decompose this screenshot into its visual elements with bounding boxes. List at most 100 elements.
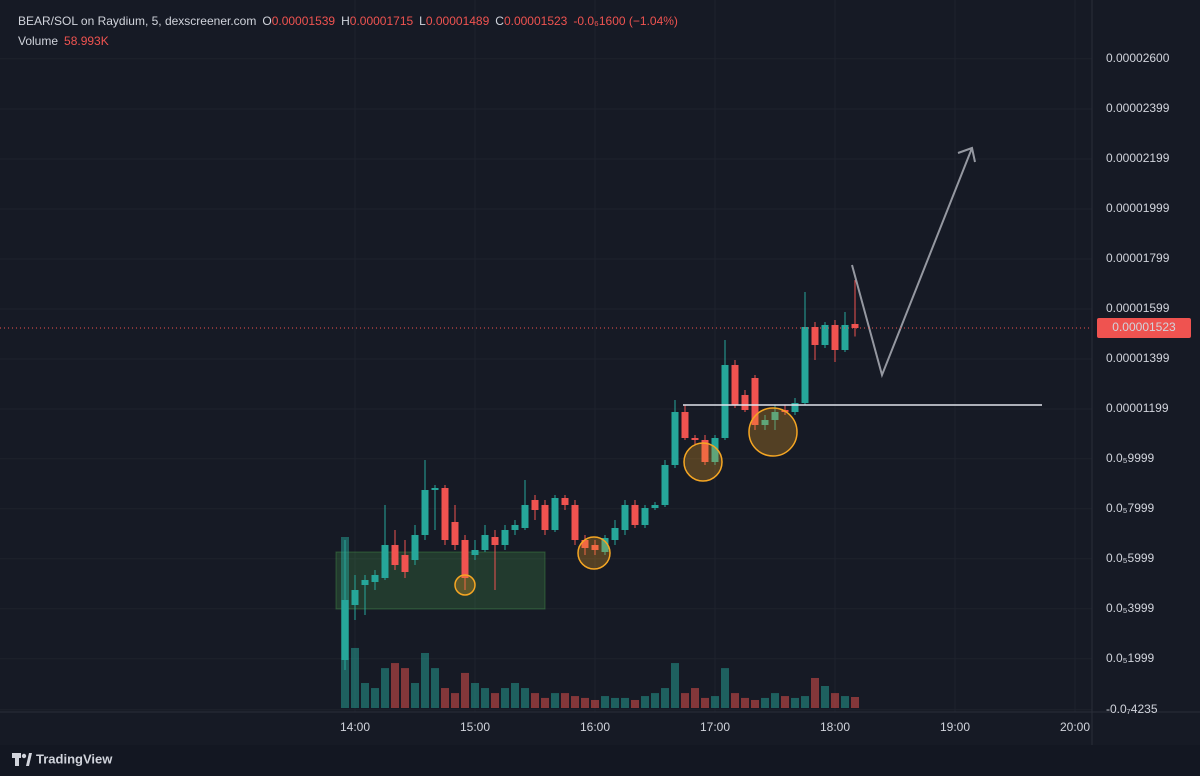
candle-body <box>531 500 539 510</box>
candle-body <box>551 498 559 530</box>
candle-body <box>771 412 779 420</box>
candle-body <box>341 600 349 660</box>
logo-part <box>26 753 32 766</box>
candle-body <box>851 324 859 328</box>
y-tick-label: 0.00002399 <box>1106 101 1170 115</box>
ohlc-value: 0.00001715 <box>350 14 414 28</box>
volume-bar <box>631 699 639 708</box>
volume-bar <box>531 693 539 708</box>
candle-body <box>691 438 699 440</box>
y-tick-label: 0.0₅5999 <box>1106 551 1155 565</box>
ohlc-value: 0.00001489 <box>426 14 490 28</box>
candle-body <box>461 540 469 578</box>
ohlc-key: H <box>341 14 350 28</box>
candle-body <box>441 488 449 540</box>
volume-bar <box>831 693 839 708</box>
volume-bar <box>791 697 799 708</box>
volume-bar <box>461 672 469 708</box>
candle-body <box>731 365 739 405</box>
volume-bar <box>641 696 649 708</box>
demand-zone <box>335 551 546 610</box>
candle-body <box>371 575 379 582</box>
volume-bar <box>491 693 499 708</box>
candle-body <box>541 505 549 530</box>
volume-bar <box>601 696 609 708</box>
volume-bar <box>751 699 759 708</box>
arrow-head <box>957 146 976 163</box>
circle <box>683 442 723 482</box>
candle-body <box>491 537 499 545</box>
candle-body <box>561 498 569 505</box>
candle-body <box>651 505 659 508</box>
y-tick-label: 0.00001399 <box>1106 351 1170 365</box>
candle-body <box>401 555 409 572</box>
volume-bar <box>511 683 519 708</box>
volume-bar <box>431 668 439 708</box>
volume-bar <box>401 668 409 708</box>
volume-bar <box>701 697 709 708</box>
candle-body <box>831 325 839 350</box>
candle-body <box>571 505 579 540</box>
volume-bar <box>421 652 429 708</box>
volume-bar <box>411 683 419 708</box>
candle-body <box>361 580 369 585</box>
candle-body <box>391 545 399 565</box>
projection-arrow <box>851 146 976 379</box>
volume-bar <box>561 693 569 708</box>
circle <box>577 536 611 570</box>
volume-bar <box>681 693 689 708</box>
last-price-box <box>1097 318 1191 338</box>
candle-body <box>681 412 689 438</box>
brand-logo <box>12 753 32 766</box>
y-tick-label: -0.0₇4235 <box>1106 702 1158 716</box>
volume-value: 58.993K <box>64 34 109 48</box>
candle-body <box>841 325 849 350</box>
candle-body <box>741 395 749 410</box>
axes: 0.00002600 0.00002399 0.00002199 0.00001999… <box>0 51 1191 734</box>
volume-bar <box>451 693 459 708</box>
volume-bar <box>841 696 849 708</box>
candle-body <box>411 535 419 560</box>
logo-part <box>15 753 19 766</box>
y-tick-label: 0.00001599 <box>1106 301 1170 315</box>
x-tick-label: 19:00 <box>940 720 970 734</box>
volume-bar <box>361 683 369 708</box>
candle-body <box>761 420 769 425</box>
brand: TradingView <box>36 751 113 766</box>
y-tick-label: 0.00001199 <box>1106 401 1169 415</box>
y-tick-label: 0.00001799 <box>1106 251 1170 265</box>
candle-body <box>641 508 649 525</box>
candle-body <box>621 505 629 530</box>
candle-body <box>661 465 669 505</box>
circle <box>748 407 798 457</box>
volume-title: Volume <box>18 34 58 48</box>
legend-header: BEAR/SOL on Raydium, 5, dexscreener.com O… <box>18 14 678 48</box>
volume-bar <box>391 663 399 708</box>
candle-body <box>711 438 719 462</box>
volume-bar <box>811 677 819 708</box>
volume-bar <box>371 688 379 708</box>
volume-bar <box>591 699 599 708</box>
circle <box>454 574 476 596</box>
candle-body <box>601 538 609 552</box>
volume-bar <box>381 668 389 708</box>
volume-bar <box>441 688 449 708</box>
ohlc-value: 0.00001523 <box>504 14 568 28</box>
candle-body <box>751 378 759 425</box>
volume-bar <box>351 647 359 708</box>
volume-bar <box>611 697 619 708</box>
volume-bar <box>521 688 529 708</box>
candle-body <box>671 412 679 465</box>
y-tick-label: 0.0₅9999 <box>1106 451 1155 465</box>
volume-bar <box>541 697 549 708</box>
volume-bar <box>551 693 559 708</box>
logo-part <box>21 753 27 759</box>
x-tick-label: 17:00 <box>700 720 730 734</box>
volume-bar <box>471 683 479 708</box>
candle-body <box>631 505 639 525</box>
ohlc-value: 0.00001539 <box>272 14 336 28</box>
y-tick-label: 0.00002199 <box>1106 151 1170 165</box>
ohlc-key: O <box>262 14 271 28</box>
candle-body <box>591 545 599 550</box>
